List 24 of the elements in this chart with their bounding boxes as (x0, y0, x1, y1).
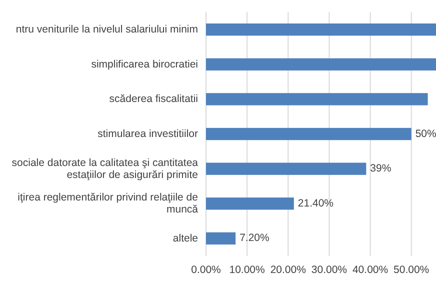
y-tick-label: stimularea investitiilor (98, 128, 198, 140)
y-tick-label: scăderea fiscalitatii (109, 92, 198, 105)
y-tick-label: altele (172, 232, 198, 244)
data-label: 21.40% (298, 197, 334, 210)
bar (206, 162, 366, 175)
bar (206, 128, 412, 140)
x-tick-label: 40.00% (352, 264, 388, 276)
data-label: 50% (415, 128, 436, 140)
y-tick-label: simplificarea birocratiei (91, 58, 198, 70)
y-tick-label: sociale datorate la calitatea şi cantitatea estaţiilor de asigurări primite (12, 156, 198, 181)
data-label: 39% (370, 162, 392, 175)
bar (206, 23, 436, 36)
y-tick-label: ntru veniturile la nivelul salariului minim (16, 23, 198, 36)
x-tick-label: 50.00% (394, 264, 430, 276)
bar (206, 232, 236, 245)
bar (206, 58, 436, 70)
data-label: 7.20% (240, 232, 270, 244)
bar (206, 93, 428, 106)
x-tick-label: 20.00% (270, 264, 306, 276)
y-tick-label: iţirea reglementărilor privind relaţiile de muncă (18, 191, 198, 216)
bar (206, 198, 294, 210)
x-tick-label: 30.00% (311, 264, 348, 276)
x-tick-label: 10.00% (229, 264, 265, 276)
x-tick-label: 0.00% (191, 264, 221, 276)
